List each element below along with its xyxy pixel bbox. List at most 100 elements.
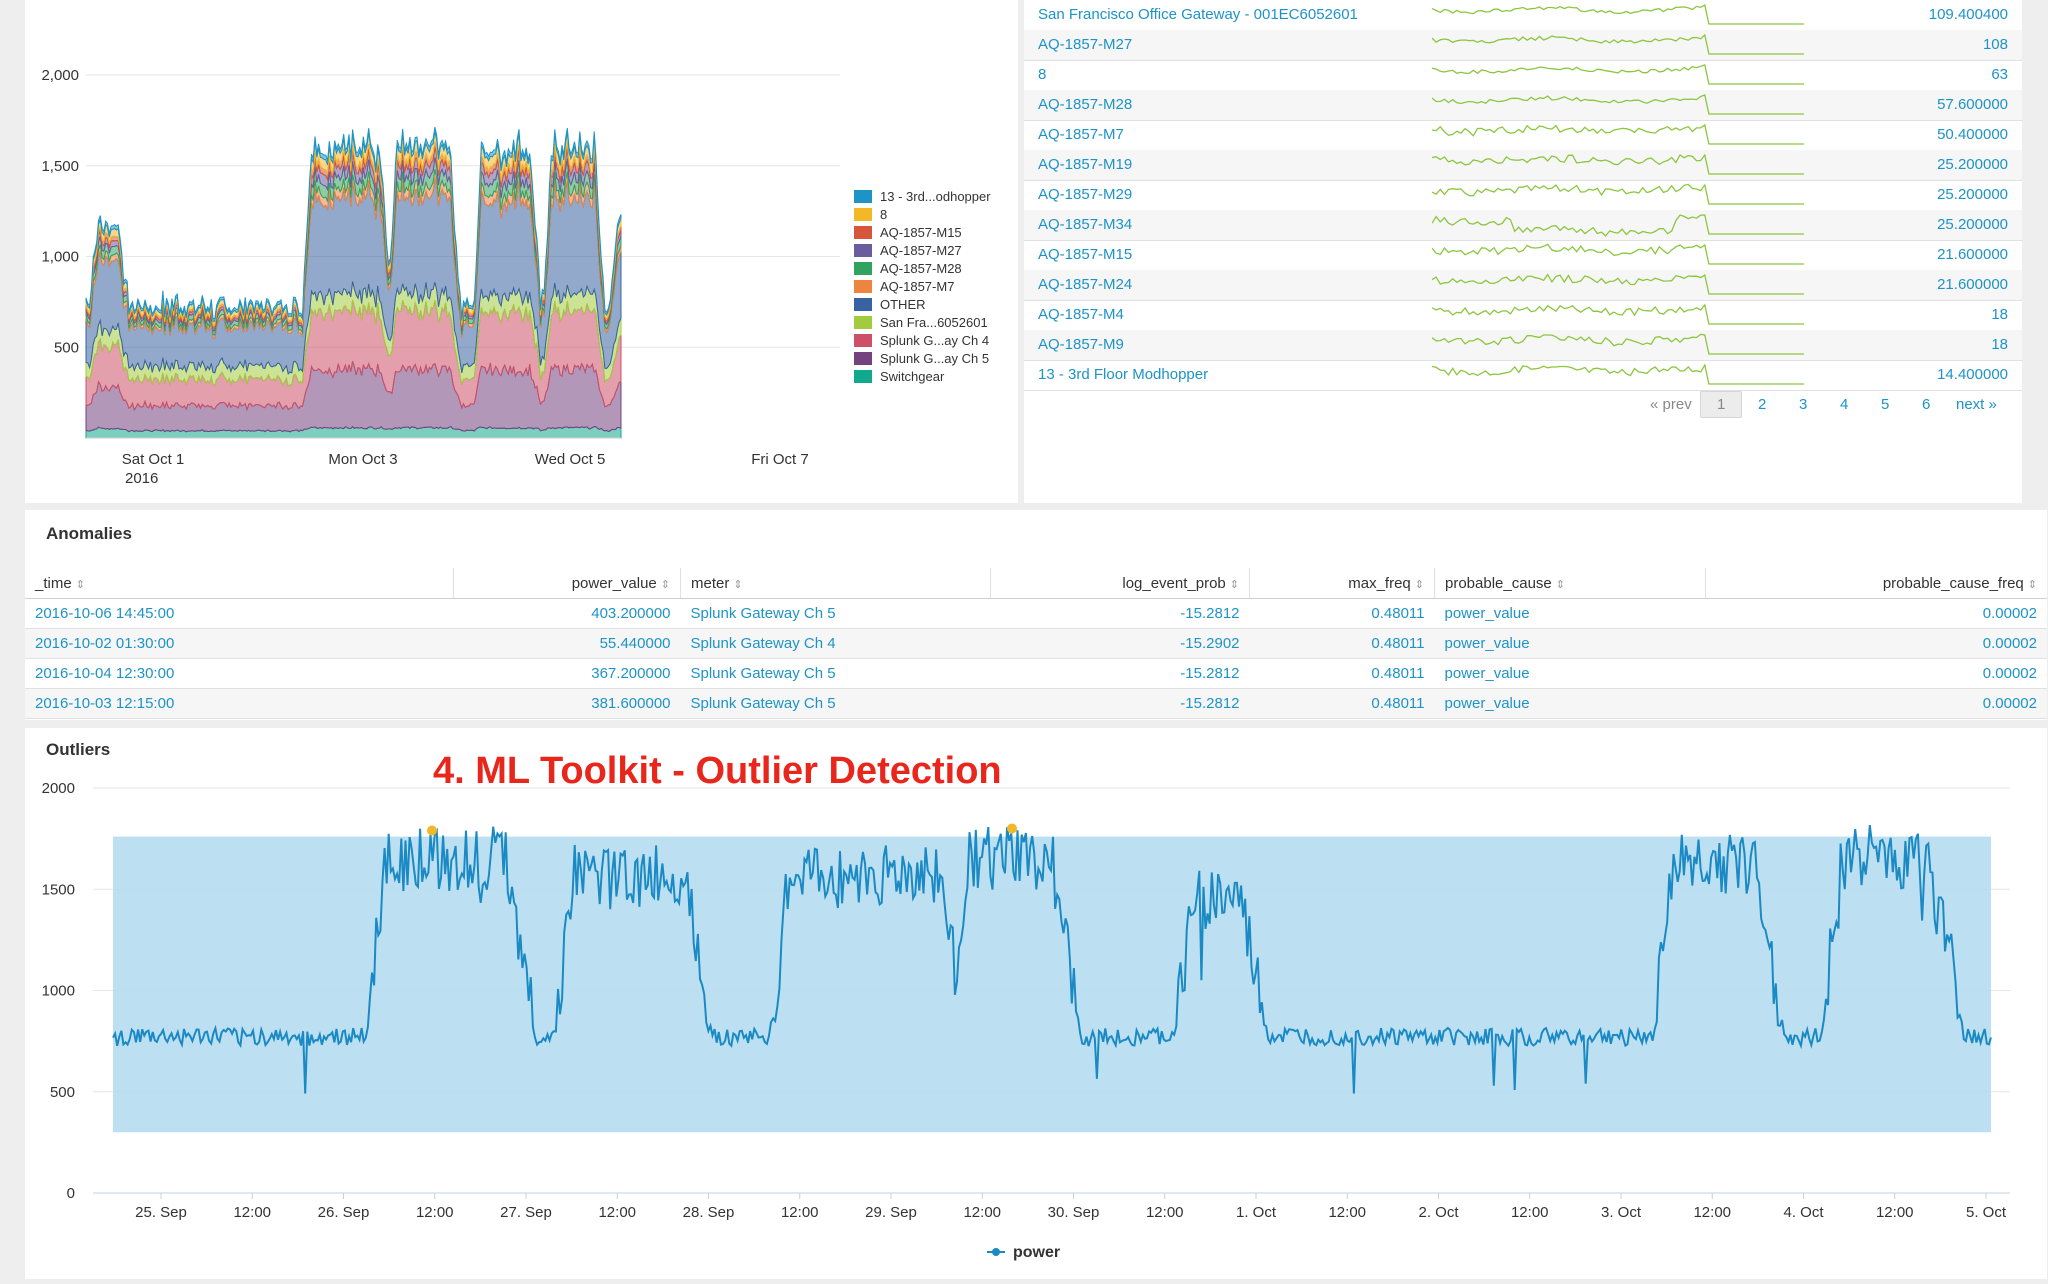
row-value[interactable]: 14.400000 — [1937, 366, 2008, 383]
sparkline-path — [1432, 363, 1804, 385]
sparkline-path — [1432, 153, 1804, 175]
cell-time[interactable]: 2016-10-06 14:45:00 — [25, 598, 454, 629]
x-tick-label: 12:00 — [416, 1204, 454, 1221]
cell-probable-cause[interactable]: power_value — [1434, 658, 1706, 689]
area-series-13-3rd-odhopper — [85, 126, 622, 322]
x-tick-label: 12:00 — [1876, 1204, 1914, 1221]
cell-probable-cause-freq[interactable]: 0.00002 — [1705, 688, 2047, 719]
cell-probable-cause[interactable]: power_value — [1434, 688, 1706, 719]
column-header-log-event-prob[interactable]: log_event_prob ⇕ — [990, 568, 1250, 599]
column-header-probable-cause-freq[interactable]: probable_cause_freq ⇕ — [1705, 568, 2047, 599]
row-name-link[interactable]: San Francisco Office Gateway - 001EC6052… — [1038, 6, 1358, 23]
column-header-power-value[interactable]: power_value ⇕ — [453, 568, 681, 599]
cell-probable-cause[interactable]: power_value — [1434, 598, 1706, 629]
row-name-link[interactable]: AQ-1857-M9 — [1038, 336, 1124, 353]
legend-item: Splunk G...ay Ch 5 — [880, 351, 989, 366]
sparkline-path — [1432, 123, 1804, 145]
pager-page-6[interactable]: 6 — [1922, 396, 1931, 413]
sort-icon: ⇕ — [1555, 578, 1565, 591]
pager-page-5[interactable]: 5 — [1881, 396, 1890, 413]
row-value[interactable]: 50.400000 — [1937, 126, 2008, 143]
column-header-max-freq[interactable]: max_freq ⇕ — [1249, 568, 1435, 599]
cell-time[interactable]: 2016-10-02 01:30:00 — [25, 628, 454, 659]
cell-probable-cause-freq[interactable]: 0.00002 — [1705, 658, 2047, 689]
column-header-probable-cause[interactable]: probable_cause ⇕ — [1434, 568, 1706, 599]
row-value[interactable]: 25.200000 — [1937, 216, 2008, 233]
legend-label-power[interactable]: power — [1013, 1244, 1060, 1261]
x-tick-label: 12:00 — [1146, 1204, 1184, 1221]
stacked-area-panel: 2,000 1,500 1,000 500 Sat Oct 1 2016 Mon Oct 3… — [25, 0, 1018, 503]
cell-log-event-prob[interactable]: -15.2812 — [990, 598, 1250, 629]
legend-item: Splunk G...ay Ch 4 — [880, 333, 989, 348]
row-name-link[interactable]: AQ-1857-M34 — [1038, 216, 1133, 233]
cell-meter[interactable]: Splunk Gateway Ch 5 — [680, 688, 991, 719]
row-name-link[interactable]: AQ-1857-M29 — [1038, 186, 1133, 203]
cell-max-freq[interactable]: 0.48011 — [1249, 688, 1435, 719]
row-name-link[interactable]: AQ-1857-M24 — [1038, 276, 1133, 293]
cell-power-value[interactable]: 367.200000 — [453, 658, 681, 689]
sparkline-path — [1432, 214, 1804, 237]
cell-power-value[interactable]: 381.600000 — [453, 688, 681, 719]
cell-log-event-prob[interactable]: -15.2812 — [990, 688, 1250, 719]
row-name-link[interactable]: AQ-1857-M19 — [1038, 156, 1133, 173]
legend-swatch — [854, 316, 872, 329]
row-name-link[interactable]: AQ-1857-M15 — [1038, 246, 1133, 263]
column-header-meter[interactable]: meter ⇕ — [680, 568, 991, 599]
sparkline — [1432, 4, 1804, 25]
confidence-band — [113, 836, 1991, 1133]
pager-prev[interactable]: « prev — [1650, 396, 1692, 413]
cell-meter[interactable]: Splunk Gateway Ch 5 — [680, 658, 991, 689]
cell-meter[interactable]: Splunk Gateway Ch 5 — [680, 598, 991, 629]
row-name-link[interactable]: 13 - 3rd Floor Modhopper — [1038, 366, 1209, 383]
cell-log-event-prob[interactable]: -15.2902 — [990, 628, 1250, 659]
pager-page-2[interactable]: 2 — [1758, 396, 1767, 413]
column-header-time[interactable]: _time ⇕ — [25, 568, 454, 599]
row-value[interactable]: 57.600000 — [1937, 96, 2008, 113]
cell-power-value[interactable]: 403.200000 — [453, 598, 681, 629]
row-value[interactable]: 63 — [1991, 66, 2008, 83]
row-value[interactable]: 18 — [1991, 336, 2008, 353]
cell-probable-cause-freq[interactable]: 0.00002 — [1705, 628, 2047, 659]
cell-log-event-prob[interactable]: -15.2812 — [990, 658, 1250, 689]
sort-icon: ⇕ — [2027, 578, 2037, 591]
anomalies-table-body: 2016-10-06 14:45:00 403.200000 Splunk Gate… — [25, 598, 2047, 719]
cell-time[interactable]: 2016-10-03 12:15:00 — [25, 688, 454, 719]
cell-time[interactable]: 2016-10-04 12:30:00 — [25, 658, 454, 689]
sparkline — [1432, 183, 1804, 205]
row-value[interactable]: 21.600000 — [1937, 246, 2008, 263]
sparkline-table-row: AQ-1857-M7 50.400000 — [1024, 120, 2022, 151]
row-value[interactable]: 108 — [1982, 36, 2008, 53]
legend-swatch — [854, 334, 872, 347]
pager-next[interactable]: next » — [1956, 396, 1997, 413]
legend-item: 13 - 3rd...odhopper — [880, 189, 991, 204]
sparkline — [1432, 33, 1804, 55]
row-name-link[interactable]: 8 — [1038, 66, 1047, 83]
pager-page-1[interactable]: 1 — [1700, 391, 1743, 418]
sort-icon: ⇕ — [1229, 578, 1239, 591]
row-name-link[interactable]: AQ-1857-M7 — [1038, 126, 1124, 143]
row-value[interactable]: 21.600000 — [1937, 276, 2008, 293]
cell-meter[interactable]: Splunk Gateway Ch 4 — [680, 628, 991, 659]
row-value[interactable]: 25.200000 — [1937, 186, 2008, 203]
cell-probable-cause-freq[interactable]: 0.00002 — [1705, 598, 2047, 629]
pager-page-3[interactable]: 3 — [1799, 396, 1808, 413]
row-name-link[interactable]: AQ-1857-M4 — [1038, 306, 1124, 323]
cell-max-freq[interactable]: 0.48011 — [1249, 658, 1435, 689]
sparkline-table-row: AQ-1857-M9 18 — [1024, 330, 2022, 361]
row-value[interactable]: 109.400400 — [1928, 6, 2008, 23]
sort-icon: ⇕ — [1414, 578, 1424, 591]
cell-probable-cause[interactable]: power_value — [1434, 628, 1706, 659]
row-name-link[interactable]: AQ-1857-M28 — [1038, 96, 1133, 113]
y-tick-label: 500 — [54, 339, 79, 356]
row-value[interactable]: 18 — [1991, 306, 2008, 323]
sparkline — [1432, 303, 1804, 325]
y-tick-label: 500 — [50, 1084, 75, 1101]
sparkline-path — [1432, 333, 1804, 355]
row-name-link[interactable]: AQ-1857-M27 — [1038, 36, 1133, 53]
cell-max-freq[interactable]: 0.48011 — [1249, 628, 1435, 659]
cell-power-value[interactable]: 55.440000 — [453, 628, 681, 659]
pager-page-4[interactable]: 4 — [1840, 396, 1849, 413]
table-row: 2016-10-03 12:15:00 381.600000 Splunk Gate… — [25, 688, 2047, 719]
row-value[interactable]: 25.200000 — [1937, 156, 2008, 173]
cell-max-freq[interactable]: 0.48011 — [1249, 598, 1435, 629]
